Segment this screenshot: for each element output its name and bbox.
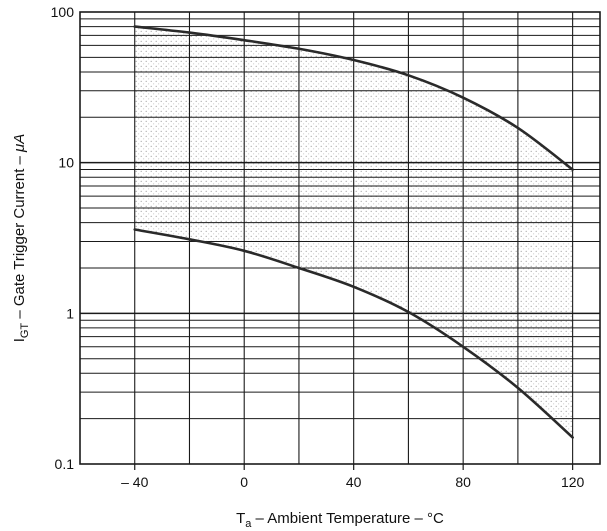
x-tick-label: 120 <box>561 474 585 490</box>
x-tick-label: 0 <box>240 474 248 490</box>
x-axis-title-rest: – Ambient Temperature – °C <box>251 510 444 527</box>
x-tick-label: – 40 <box>121 474 148 490</box>
y-axis-title-unit: μA <box>11 134 28 153</box>
y-axis-title-main: I <box>11 338 28 342</box>
x-tick-label: 40 <box>346 474 362 490</box>
series-line-lower <box>133 228 574 439</box>
series-line-upper <box>133 25 574 171</box>
y-tick-label: 0.1 <box>55 456 75 472</box>
x-axis-title: Ta – Ambient Temperature – °C <box>236 510 444 530</box>
grid <box>80 12 600 470</box>
y-axis-title-rest: – Gate Trigger Current – <box>11 152 28 323</box>
x-axis-title-sub: a <box>245 518 252 530</box>
x-tick-label: 80 <box>455 474 471 490</box>
y-axis-title: IGT – Gate Trigger Current – μA <box>11 134 31 343</box>
y-axis-title-sub: GT <box>19 323 31 339</box>
y-tick-label: 1 <box>66 305 74 321</box>
plot-area-frame <box>79 11 601 465</box>
y-tick-label: 10 <box>58 155 74 171</box>
series-group <box>133 25 574 439</box>
y-tick-label: 100 <box>51 4 75 20</box>
tick-labels: – 40 0 40 80 120 0.1 1 10 100 <box>51 4 585 490</box>
x-axis-title-main: T <box>236 510 245 527</box>
